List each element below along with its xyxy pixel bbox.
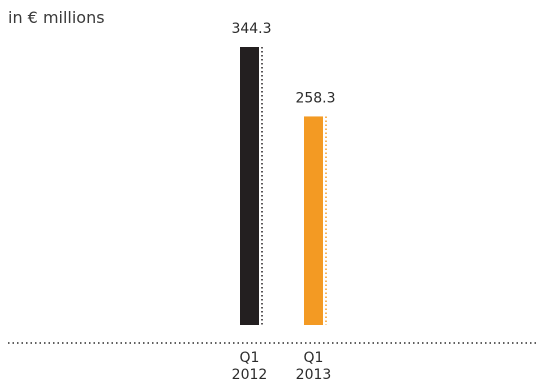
bar-1 [304, 116, 323, 325]
x-tick-label-0-0: Q1 [240, 350, 260, 366]
unit-label: in € millions [8, 8, 105, 27]
x-tick-label-1-1: 2013 [296, 367, 332, 383]
x-tick-label-1-0: Q1 [304, 350, 324, 366]
bar-0 [240, 47, 259, 325]
value-label-1: 258.3 [295, 90, 335, 106]
x-tick-label-0-1: 2012 [232, 367, 268, 383]
value-label-0: 344.3 [231, 21, 271, 37]
